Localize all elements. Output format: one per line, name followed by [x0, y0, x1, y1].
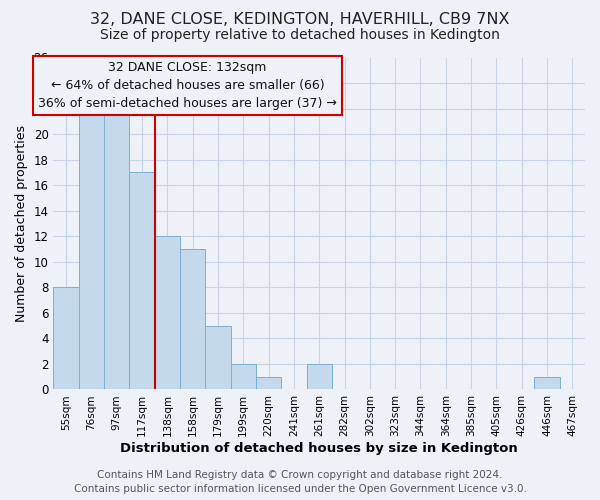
Text: Contains HM Land Registry data © Crown copyright and database right 2024.
Contai: Contains HM Land Registry data © Crown c… [74, 470, 526, 494]
Bar [155, 236, 180, 390]
Text: 32, DANE CLOSE, KEDINGTON, HAVERHILL, CB9 7NX: 32, DANE CLOSE, KEDINGTON, HAVERHILL, CB… [90, 12, 510, 28]
Bar [535, 376, 560, 390]
Bar [307, 364, 332, 390]
X-axis label: Distribution of detached houses by size in Kedington: Distribution of detached houses by size … [121, 442, 518, 455]
Bar [79, 108, 104, 390]
Bar [256, 376, 281, 390]
Text: Size of property relative to detached houses in Kedington: Size of property relative to detached ho… [100, 28, 500, 42]
Bar [130, 172, 155, 390]
Bar [230, 364, 256, 390]
Bar [180, 249, 205, 390]
Bar [205, 326, 230, 390]
Bar [104, 108, 130, 390]
Bar [53, 288, 79, 390]
Text: 32 DANE CLOSE: 132sqm
← 64% of detached houses are smaller (66)
36% of semi-deta: 32 DANE CLOSE: 132sqm ← 64% of detached … [38, 62, 337, 110]
Y-axis label: Number of detached properties: Number of detached properties [15, 125, 28, 322]
